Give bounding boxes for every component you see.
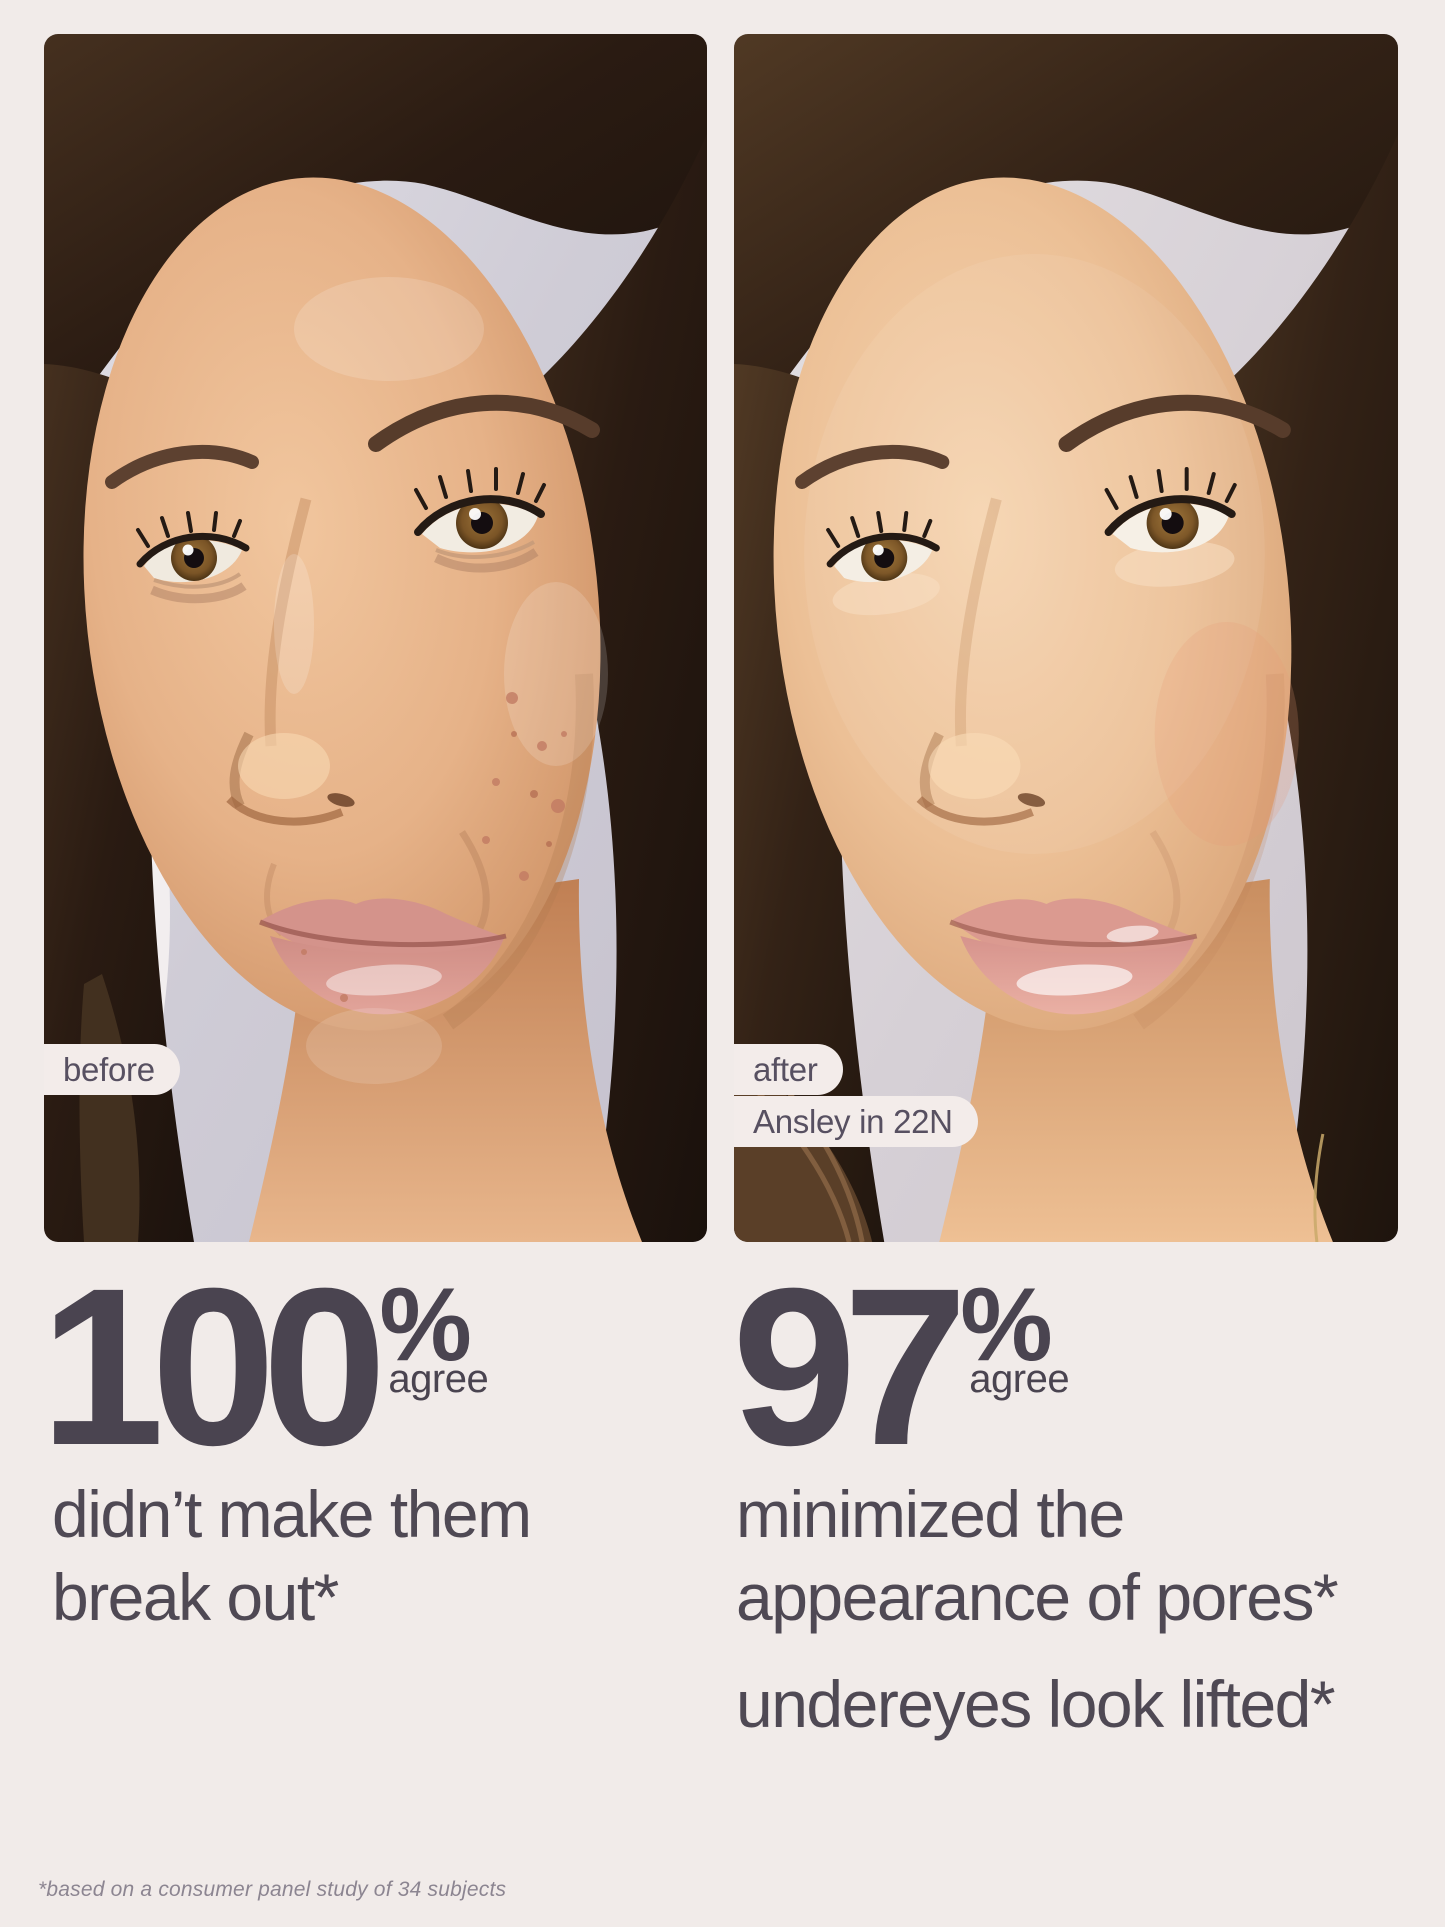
claim-undereyes: undereyes look lifted* [736, 1667, 1336, 1741]
stat-after: 97 % agree [732, 1242, 1070, 1492]
after-photo: after Ansley in 22N [734, 34, 1398, 1242]
agree-caption: agree [388, 1357, 489, 1401]
claim-pores: minimized the appearance of pores* [736, 1477, 1339, 1635]
before-photo: before [44, 34, 707, 1242]
shade-label-pill: Ansley in 22N [734, 1096, 978, 1147]
footnote: *based on a consumer panel study of 34 s… [38, 1878, 507, 1901]
claim-break-out: didn’t make them break out* [52, 1477, 532, 1635]
shade-label: Ansley in 22N [753, 1102, 953, 1140]
before-label: before [63, 1050, 155, 1088]
after-label-pill: after [734, 1044, 843, 1095]
agree-caption: agree [969, 1357, 1070, 1401]
after-label: after [753, 1050, 818, 1088]
after-portrait-illustration [734, 34, 1398, 1242]
stat-after-value: 97 [732, 1242, 968, 1492]
percent-sign: % [960, 1267, 1052, 1383]
stat-before-value: 100 [40, 1242, 387, 1492]
percent-sign: % [379, 1267, 471, 1383]
before-label-pill: before [44, 1044, 180, 1095]
stat-before: 100 % agree [40, 1242, 489, 1492]
before-portrait-illustration [44, 34, 707, 1242]
stat-after-unit-group: % agree [960, 1273, 1069, 1399]
stat-before-unit-group: % agree [379, 1273, 488, 1399]
